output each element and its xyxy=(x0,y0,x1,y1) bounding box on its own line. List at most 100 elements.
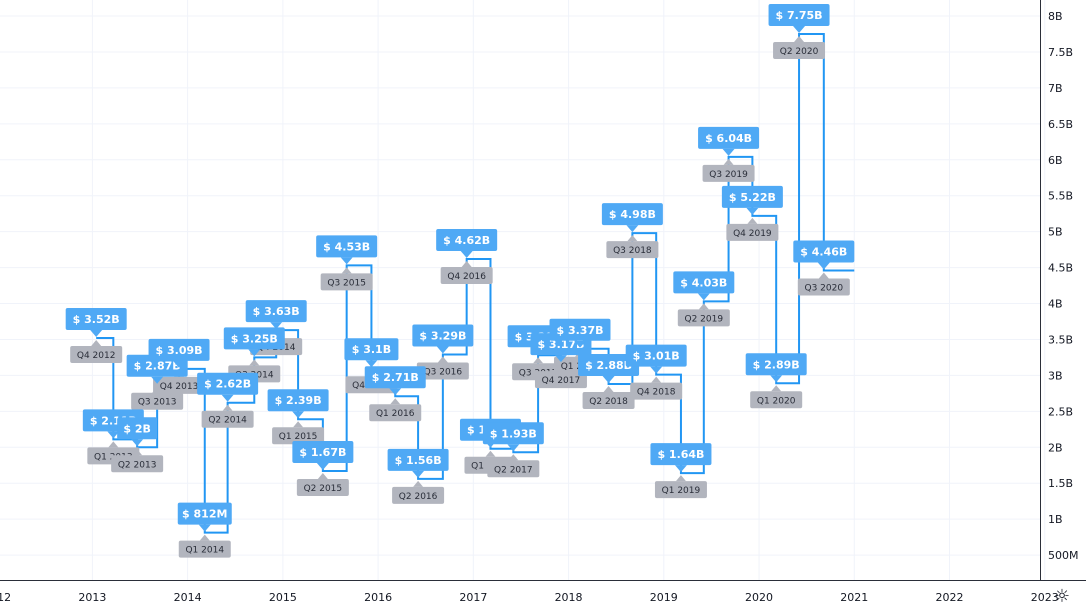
y-tick-label: 2B xyxy=(1048,441,1063,454)
x-tick-label: 2021 xyxy=(840,591,868,604)
svg-text:$ 2.87B: $ 2.87B xyxy=(134,360,181,373)
quarter-tag: Q2 2020 xyxy=(773,35,826,59)
quarter-tag: Q4 2012 xyxy=(70,340,123,363)
svg-text:$ 4.62B: $ 4.62B xyxy=(443,234,490,247)
value-bubble[interactable]: $ 3.37B xyxy=(549,318,611,348)
value-bubble[interactable]: $ 5.22B xyxy=(721,185,783,215)
value-bubble[interactable]: $ 1.56B xyxy=(387,448,449,478)
svg-text:$ 3.01B: $ 3.01B xyxy=(633,350,680,363)
value-bubble[interactable]: $ 3.01B xyxy=(625,344,687,374)
value-bubble[interactable]: $ 1.67B xyxy=(292,440,354,470)
svg-text:$ 3.09B: $ 3.09B xyxy=(156,344,203,357)
y-tick-label: 6.5B xyxy=(1048,118,1073,131)
svg-text:$ 812M: $ 812M xyxy=(182,508,227,521)
value-bubble[interactable]: $ 3.63B xyxy=(245,300,307,330)
svg-text:Q3 2019: Q3 2019 xyxy=(709,170,748,180)
quarter-tag: Q2 2019 xyxy=(677,303,730,327)
svg-text:$ 4.03B: $ 4.03B xyxy=(680,276,727,289)
quarter-tag: Q3 2018 xyxy=(606,235,659,259)
y-tick-label: 2.5B xyxy=(1048,405,1073,418)
svg-text:$ 3.52B: $ 3.52B xyxy=(73,313,120,326)
x-tick-label: 2016 xyxy=(364,591,392,604)
quarter-tag: Q2 2013 xyxy=(111,449,164,473)
value-bubble[interactable]: $ 4.03B xyxy=(673,271,735,301)
svg-text:Q4 2017: Q4 2017 xyxy=(542,376,581,386)
y-tick-label: 4.5B xyxy=(1048,262,1073,275)
svg-text:$ 1.93B: $ 1.93B xyxy=(490,427,537,440)
svg-text:$ 2B: $ 2B xyxy=(123,422,151,435)
quarter-tag: Q2 2015 xyxy=(296,472,349,496)
svg-text:Q1 2016: Q1 2016 xyxy=(376,409,415,419)
value-bubble[interactable]: $ 2.89B xyxy=(745,353,807,383)
y-tick-label: 6B xyxy=(1048,154,1063,167)
svg-text:$ 3.1B: $ 3.1B xyxy=(352,343,391,356)
svg-text:$ 5.22B: $ 5.22B xyxy=(729,191,776,204)
svg-text:$ 3.37B: $ 3.37B xyxy=(556,324,603,337)
svg-text:$ 4.53B: $ 4.53B xyxy=(323,240,370,253)
svg-text:Q2 2019: Q2 2019 xyxy=(685,314,724,324)
svg-text:$ 1.56B: $ 1.56B xyxy=(395,454,442,467)
svg-text:$ 3.25B: $ 3.25B xyxy=(231,332,278,345)
value-bubble[interactable]: $ 1.64B xyxy=(650,443,712,473)
value-bubble[interactable]: $ 3.09B xyxy=(148,338,210,368)
y-tick-label: 7.5B xyxy=(1048,46,1073,59)
svg-text:$ 1.67B: $ 1.67B xyxy=(299,446,346,459)
svg-text:Q4 2018: Q4 2018 xyxy=(637,388,676,398)
svg-text:$ 3.63B: $ 3.63B xyxy=(253,305,300,318)
svg-text:$ 7.75B: $ 7.75B xyxy=(776,9,823,22)
svg-text:Q4 2019: Q4 2019 xyxy=(733,229,772,239)
value-bubble[interactable]: $ 2.39B xyxy=(267,389,329,419)
value-bubble[interactable]: $ 3.29B xyxy=(412,324,474,354)
y-tick-label: 5B xyxy=(1048,226,1063,239)
x-tick-label: 2012 xyxy=(0,591,11,604)
x-tick-label: 2020 xyxy=(745,591,773,604)
svg-text:Q2 2013: Q2 2013 xyxy=(118,460,157,470)
gear-icon[interactable]: ☼ xyxy=(1053,586,1071,607)
value-bubble[interactable]: $ 4.53B xyxy=(316,235,378,265)
series-step-line xyxy=(96,32,855,534)
y-tick-label: 3B xyxy=(1048,369,1063,382)
value-bubble[interactable]: $ 2.71B xyxy=(364,366,426,396)
quarter-tag: Q3 2020 xyxy=(797,272,850,296)
value-bubble[interactable]: $ 3.25B xyxy=(223,327,285,357)
y-tick-label: 3.5B xyxy=(1048,333,1073,346)
value-bubble[interactable]: $ 3.52B xyxy=(65,308,127,337)
y-tick-label: 8B xyxy=(1048,10,1063,23)
y-tick-label: 7B xyxy=(1048,82,1063,95)
svg-text:Q1 2020: Q1 2020 xyxy=(757,396,796,406)
svg-text:$ 2.88B: $ 2.88B xyxy=(585,359,632,372)
quarter-tag: Q2 2018 xyxy=(582,386,635,409)
y-tick-label: 1B xyxy=(1048,513,1063,526)
x-tick-label: 2018 xyxy=(555,591,583,604)
value-bubble[interactable]: $ 4.98B xyxy=(601,203,663,233)
svg-text:Q2 2015: Q2 2015 xyxy=(304,484,343,494)
value-bubble[interactable]: $ 6.04B xyxy=(698,126,760,156)
value-bubble[interactable]: $ 4.62B xyxy=(436,228,498,258)
value-bubble[interactable]: $ 7.75B xyxy=(768,3,830,33)
value-bubble[interactable]: $ 2.62B xyxy=(197,372,259,402)
x-tick-label: 2017 xyxy=(459,591,487,604)
quarter-tag: Q2 2017 xyxy=(487,454,540,478)
quarter-tag: Q1 2015 xyxy=(272,421,325,445)
svg-text:$ 2.89B: $ 2.89B xyxy=(753,358,800,371)
svg-text:Q3 2018: Q3 2018 xyxy=(613,246,652,256)
value-bubble[interactable]: $ 4.46B xyxy=(793,240,855,270)
value-bubble[interactable]: $ 1.93B xyxy=(482,422,544,452)
quarter-tag: Q2 2014 xyxy=(201,404,254,428)
quarter-tag: Q1 2016 xyxy=(369,398,422,422)
svg-text:Q3 2013: Q3 2013 xyxy=(138,398,177,408)
x-tick-label: 2013 xyxy=(78,591,106,604)
value-bubble[interactable]: $ 2B xyxy=(117,417,158,447)
svg-text:$ 2.39B: $ 2.39B xyxy=(275,394,322,407)
value-bubble[interactable]: $ 3.1B xyxy=(344,338,399,368)
svg-text:$ 1.64B: $ 1.64B xyxy=(657,448,704,461)
svg-text:Q3 2020: Q3 2020 xyxy=(805,283,844,293)
svg-text:$ 2.62B: $ 2.62B xyxy=(204,378,251,391)
svg-text:$ 3.29B: $ 3.29B xyxy=(419,330,466,343)
svg-text:Q2 2014: Q2 2014 xyxy=(208,416,247,426)
x-tick-label: 2014 xyxy=(174,591,202,604)
value-bubble[interactable]: $ 2.88B xyxy=(578,354,640,383)
svg-text:Q2 2020: Q2 2020 xyxy=(780,47,819,57)
value-bubble[interactable]: $ 812M xyxy=(177,502,232,532)
